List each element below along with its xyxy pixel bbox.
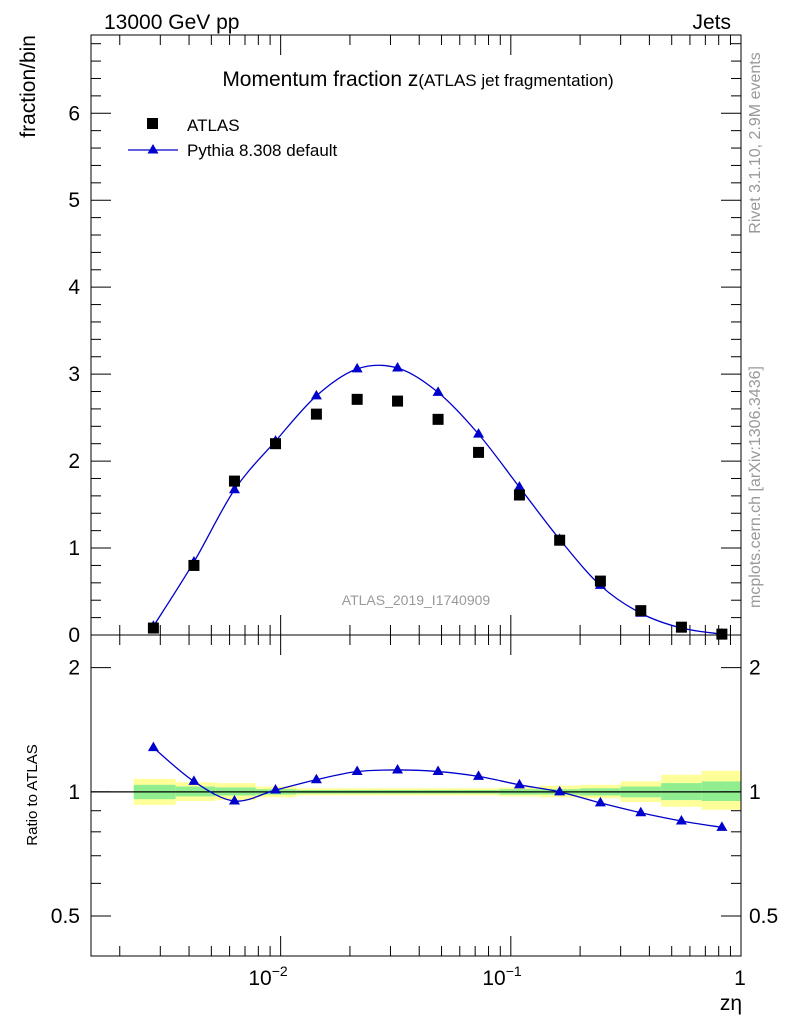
pythia-point-4 <box>310 389 322 400</box>
ratio-panel: 0.5 0.51 12 2 Ratio to ATLAS 10−2 10−1 1 zη <box>24 634 778 1015</box>
ratio-pythia-point-6 <box>392 763 404 774</box>
main-y-tick-label-4: 4 <box>68 276 80 299</box>
ratio-pythia-point-13 <box>675 814 687 825</box>
ratio-y-tick-label-right-1: 1 <box>749 781 761 804</box>
main-y-tick-label-1: 1 <box>68 537 80 560</box>
atlas-point-2 <box>228 475 240 487</box>
header-right-label: Jets <box>692 11 731 34</box>
atlas-point-4 <box>310 408 322 420</box>
main-panel: 0 1 2 3 4 5 6 fraction/bin Momentum fraction z… <box>17 34 742 647</box>
ratio-pythia-point-7 <box>432 765 444 776</box>
ratio-pythia-point-0 <box>147 741 159 752</box>
x-tick-label-1e-2-exp: −2 <box>272 963 288 979</box>
ratio-pythia-markers <box>147 741 728 831</box>
main-y-tick-label-2: 2 <box>68 450 80 473</box>
x-tick-label-1e-1-base: 10 <box>482 967 505 990</box>
legend: ATLAS Pythia 8.308 default <box>128 116 338 160</box>
x-tick-label-1e-1-exp: −1 <box>506 963 522 979</box>
chart-title-sub: (ATLAS jet fragmentation) <box>418 71 613 90</box>
atlas-point-0 <box>147 622 159 634</box>
atlas-point-1 <box>188 559 200 571</box>
chart-title-main: Momentum fraction z <box>222 68 418 91</box>
main-y-axis-label: fraction/bin <box>17 35 40 138</box>
main-y-tick-label-0: 0 <box>68 624 80 647</box>
chart-title: Momentum fraction z(ATLAS jet fragmentat… <box>222 68 613 91</box>
rivet-version-label: Rivet 3.1.10, 2.9M events <box>747 52 764 233</box>
header-left-label: 13000 GeV pp <box>104 11 239 34</box>
ratio-pythia-point-3 <box>270 784 282 794</box>
x-tick-label-1e-2: 10−2 <box>248 963 288 990</box>
source-label: mcplots.cern.ch [arXiv:1306.3436] <box>747 366 764 608</box>
pythia-point-2 <box>228 483 240 494</box>
main-y-tick-labels: 0 1 2 3 4 5 6 <box>68 102 80 647</box>
x-axis-label: zη <box>720 992 742 1015</box>
x-tick-label-1e-1: 10−1 <box>482 963 522 990</box>
ratio-axis-ticks <box>91 635 742 957</box>
legend-marker-pythia <box>147 144 159 154</box>
pythia-point-6 <box>392 362 404 372</box>
atlas-point-5 <box>351 393 363 405</box>
pythia-point-5 <box>351 362 363 373</box>
ratio-y-tick-label-left-2: 2 <box>68 657 80 680</box>
main-axis-ticks <box>91 35 742 636</box>
ratio-pythia-point-10 <box>554 785 566 796</box>
ratio-pythia-point-11 <box>594 796 606 807</box>
legend-label-atlas: ATLAS <box>187 116 240 135</box>
ratio-pythia-point-12 <box>635 806 647 817</box>
ratio-y-axis-label: Ratio to ATLAS <box>24 744 41 845</box>
ratio-y-tick-label-right-0: 0.5 <box>749 905 778 928</box>
atlas-point-6 <box>392 395 404 407</box>
atlas-point-3 <box>270 438 282 450</box>
ratio-y-tick-label-left-0: 0.5 <box>51 905 80 928</box>
main-y-tick-label-6: 6 <box>68 102 80 125</box>
ratio-pythia-point-9 <box>513 778 525 789</box>
ratio-uncertainty-bands <box>133 770 741 810</box>
ratio-band-inner-14 <box>701 781 741 802</box>
ratio-y-tick-labels: 0.5 0.5 1 1 2 2 <box>51 657 778 928</box>
atlas-point-12 <box>635 605 647 617</box>
ratio-pythia-point-8 <box>473 770 485 780</box>
x-tick-label-1: 1 <box>734 967 746 990</box>
atlas-point-7 <box>432 413 444 425</box>
main-y-tick-label-5: 5 <box>68 189 80 212</box>
analysis-watermark: ATLAS_2019_I1740909 <box>342 592 491 608</box>
ratio-pythia-point-1 <box>188 775 200 785</box>
atlas-point-9 <box>513 489 525 501</box>
pythia-point-7 <box>432 386 444 396</box>
pythia-point-8 <box>473 428 485 438</box>
legend-label-pythia: Pythia 8.308 default <box>187 141 338 160</box>
ratio-y-tick-label-right-2: 2 <box>749 657 761 680</box>
ratio-panel-frame <box>90 634 742 957</box>
pythia-point-9 <box>513 481 525 491</box>
ratio-pythia-point-2 <box>228 795 240 805</box>
atlas-series-markers <box>147 393 728 640</box>
ratio-pythia-point-5 <box>351 765 363 776</box>
atlas-point-10 <box>554 534 566 546</box>
x-tick-label-1e-2-base: 10 <box>248 967 271 990</box>
ratio-y-tick-label-left-1: 1 <box>68 781 80 804</box>
atlas-point-8 <box>473 446 485 458</box>
atlas-point-13 <box>675 621 687 633</box>
ratio-pythia-point-14 <box>716 821 728 831</box>
main-y-tick-label-3: 3 <box>68 363 80 386</box>
atlas-point-14 <box>716 628 728 640</box>
atlas-point-11 <box>594 575 606 587</box>
ratio-pythia-point-4 <box>310 773 322 784</box>
legend-marker-atlas <box>147 118 158 129</box>
